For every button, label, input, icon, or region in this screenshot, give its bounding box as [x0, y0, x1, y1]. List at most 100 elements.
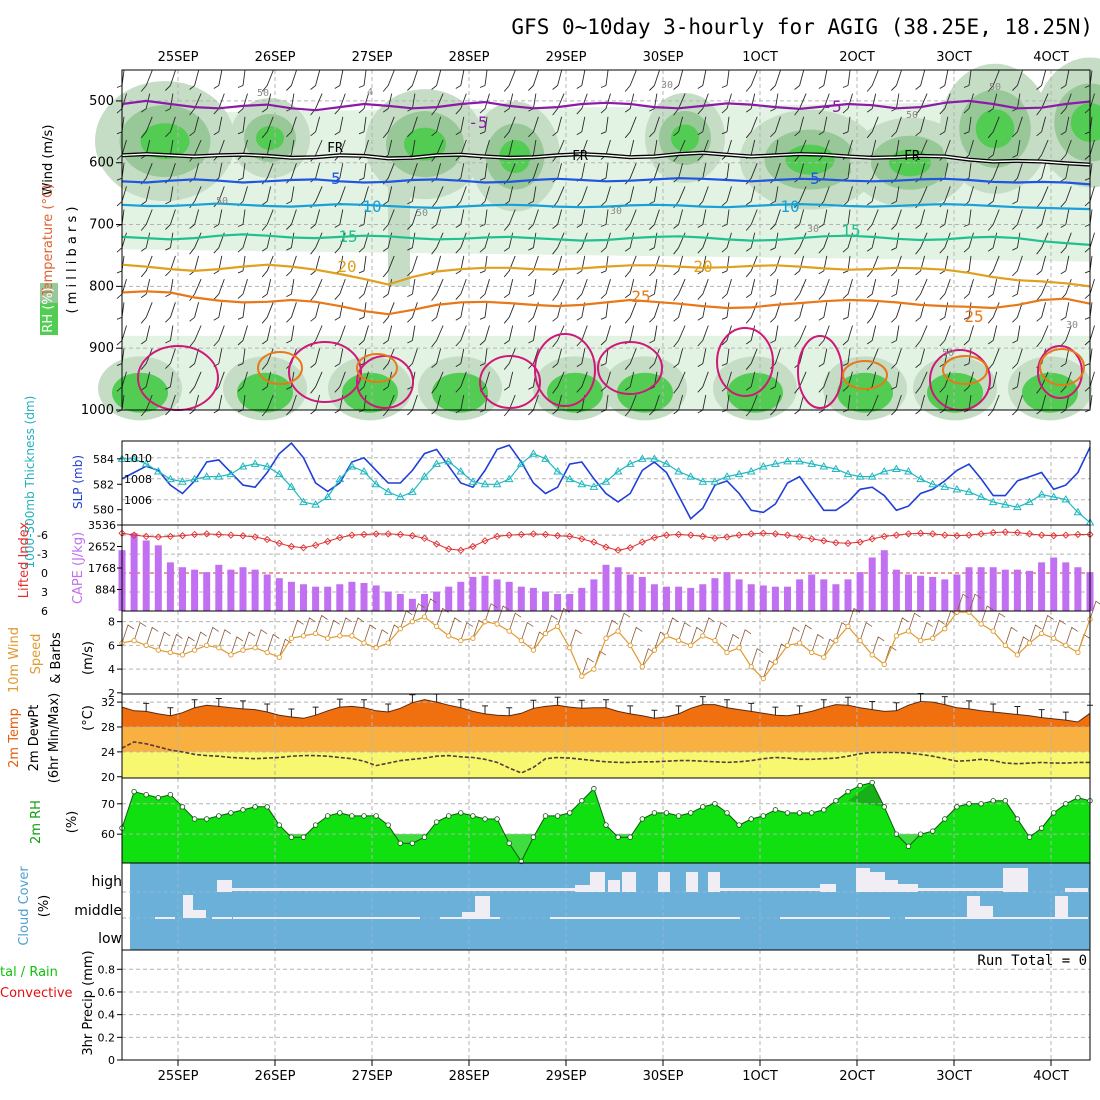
cape-bar — [977, 567, 985, 611]
rh-low-green — [547, 372, 603, 413]
thickness-point — [492, 479, 502, 488]
cape-bar — [179, 567, 186, 611]
wind10m-point — [409, 619, 416, 625]
lifted-index-point — [699, 532, 707, 541]
thickness-point — [1061, 495, 1071, 503]
p4-ytick-label: 4 — [108, 663, 115, 676]
thickness-point — [299, 497, 308, 506]
thickness-point — [153, 467, 163, 475]
wind10m-barbs — [121, 593, 1100, 679]
temp2m-minmax — [385, 703, 392, 713]
cloud-high-bar — [820, 884, 836, 892]
p5-ytick-label: 32 — [101, 696, 115, 709]
thickness-point — [976, 492, 986, 500]
rh2m-point — [700, 804, 706, 810]
rh2m-point — [905, 843, 912, 850]
thickness-point — [577, 479, 587, 488]
lifted-index-point — [820, 537, 828, 545]
wind10m-point — [240, 647, 246, 653]
wind10m-point — [772, 659, 779, 665]
temp2m-minmax — [796, 705, 803, 714]
rh2m-point — [675, 813, 682, 819]
lifted-index-point — [311, 541, 320, 549]
contour-label: FR — [327, 141, 343, 156]
thickness-point — [904, 467, 913, 475]
contour-label: 25 — [631, 287, 650, 306]
temp2m-minmax — [941, 696, 948, 705]
lifted-index-point — [856, 538, 864, 546]
cape-bar — [1074, 567, 1082, 611]
p8-ytick-label: 0.2 — [98, 1031, 116, 1044]
panel-upper-air-frame — [121, 69, 1091, 411]
thickness-point — [710, 477, 720, 485]
temp2m-minmax — [724, 699, 730, 708]
thickness-point — [190, 474, 199, 483]
rh2m-point — [167, 791, 174, 798]
temp2m-minmax — [215, 697, 222, 707]
cloud-mid-bar — [967, 896, 980, 918]
p3-rtick-label: 884 — [95, 584, 116, 597]
lifted-index-point — [880, 532, 888, 541]
rh-blob-green — [1070, 103, 1100, 143]
wind10m-point — [591, 666, 597, 672]
p2-label-right: SLP (mb) — [71, 455, 85, 509]
rh-low-green — [237, 372, 293, 413]
day-label-bottom: 3OCT — [936, 1069, 972, 1084]
lifted-index-point — [469, 542, 477, 551]
lifted-index-point — [916, 529, 925, 537]
p2-label-left: 1000-500mb Thickness (dm) — [23, 396, 37, 569]
contour-orange-low — [257, 351, 303, 385]
thickness-point — [1000, 500, 1010, 508]
wind10m-point — [627, 642, 633, 649]
wind10m-point — [337, 633, 343, 639]
contour-label: 20 — [337, 257, 356, 276]
thickness-point — [625, 459, 635, 467]
cape-bar — [856, 572, 864, 611]
cape-bar — [626, 574, 634, 611]
p1-ytick-label: 700 — [89, 218, 114, 233]
lifted-index-point — [493, 532, 501, 541]
lifted-index-point — [566, 532, 574, 541]
rh2m-point — [1075, 795, 1081, 801]
panel-frames — [116, 69, 1091, 1066]
p5-ytick-label: 28 — [101, 721, 115, 734]
lifted-index-point — [662, 531, 671, 539]
lifted-index-point — [1050, 532, 1058, 540]
wind10m-point — [639, 664, 645, 670]
rh-low-green — [837, 372, 893, 413]
rh2m-point — [506, 840, 512, 846]
rh-low-green — [617, 372, 673, 413]
cape-bar — [517, 586, 525, 611]
p1-ytick-label: 500 — [89, 94, 114, 109]
thickness-point — [843, 469, 853, 478]
temp2m-minmax — [1038, 709, 1045, 718]
contour-magenta — [479, 355, 541, 409]
lifted-index-point — [324, 537, 332, 546]
p8-ytick-label: 0 — [108, 1054, 115, 1067]
rh2m-point — [760, 813, 766, 819]
thickness-point — [1073, 507, 1083, 516]
cloud-mid-thin — [780, 917, 890, 919]
rh-blob-green — [404, 127, 446, 161]
wind10m-point — [506, 628, 512, 634]
cape-bar — [275, 578, 283, 611]
rh2m-point — [470, 813, 476, 819]
lifted-index-point — [977, 530, 985, 538]
cloud-high-bar — [658, 872, 670, 892]
contour-10 — [121, 202, 1091, 211]
cape-bar — [965, 567, 973, 611]
thickness-point — [347, 461, 357, 470]
lifted-index-point — [541, 530, 550, 539]
wind10m-point — [567, 645, 573, 651]
cloud-high-bar — [885, 880, 898, 892]
cloud-high-thin-3 — [918, 888, 1003, 891]
cloud-mid-bar — [980, 906, 993, 918]
p1-label-wind: Wind (m/s) — [41, 125, 56, 196]
thickness-point — [214, 472, 224, 480]
p3-ltick-label: 0 — [41, 567, 48, 580]
p2-ltick-label: 582 — [93, 478, 114, 491]
day-label-bottom: 4OCT — [1033, 1069, 1069, 1084]
thickness-point — [734, 469, 744, 478]
thickness-point — [287, 482, 296, 490]
thickness-point — [746, 467, 756, 475]
